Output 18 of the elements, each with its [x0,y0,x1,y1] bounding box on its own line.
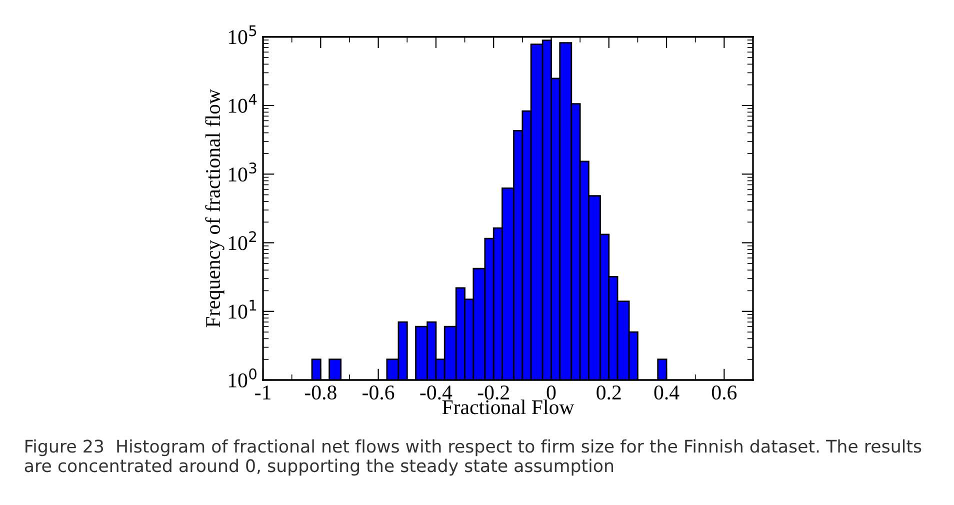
y-tick-label: 10$^{4}$ [228,94,257,113]
caption: Figure 23 Histogram of fractional net flows with respect to firm size for the Finnish dataset. The results are concentrated around 0, supporting the steady state assumption [24,439,922,476]
x-tick-label: 0.4 [654,385,680,400]
x-axis-title: Fractional Flow [442,400,574,414]
x-tick-label: -0.4 [420,385,452,400]
y-tick-label: 10$^{2}$ [228,231,256,250]
y-tick-label: 10$^{0}$ [228,368,256,388]
x-tick-label: -0.2 [478,385,509,400]
x-tick-label: -1 [255,386,270,400]
x-tick-label: 0.2 [596,385,621,400]
y-tick-label: 10$^{3}$ [228,162,256,182]
y-axis-title: Frequency of fractional flow [205,89,224,328]
y-tick-label: 10$^{5}$ [228,25,256,44]
x-tick-label: -0.8 [304,385,336,400]
y-tick-label: 10$^{1}$ [228,300,256,319]
x-tick-label: 0 [546,385,556,400]
x-tick-label: 0.6 [712,385,737,400]
x-tick-label: -0.6 [362,385,394,400]
